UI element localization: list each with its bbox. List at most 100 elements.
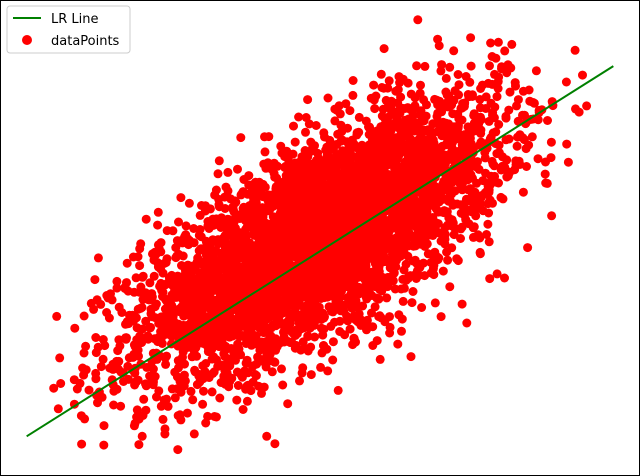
- data-point: [408, 161, 418, 170]
- data-point: [189, 429, 199, 439]
- data-point: [402, 241, 412, 251]
- data-point: [464, 165, 474, 175]
- data-point: [485, 61, 494, 71]
- data-point: [354, 112, 364, 122]
- data-point: [323, 366, 333, 376]
- data-point: [360, 158, 369, 168]
- data-point: [481, 92, 491, 102]
- data-point: [414, 137, 424, 147]
- data-point: [263, 343, 273, 353]
- data-point: [326, 176, 336, 186]
- data-point: [260, 147, 270, 157]
- data-point: [295, 376, 304, 386]
- data-point: [326, 321, 336, 331]
- data-point: [454, 174, 464, 184]
- data-point: [262, 227, 271, 237]
- data-point: [316, 362, 326, 372]
- data-point: [246, 336, 256, 346]
- data-point: [493, 37, 503, 47]
- data-point: [324, 153, 334, 163]
- data-point: [132, 412, 142, 422]
- data-point: [447, 138, 457, 148]
- data-point: [167, 280, 177, 290]
- data-point: [179, 302, 189, 312]
- data-point: [277, 364, 286, 374]
- data-point: [133, 375, 143, 385]
- data-point: [303, 95, 313, 105]
- data-point: [497, 62, 507, 72]
- data-point: [415, 154, 425, 164]
- data-point: [486, 38, 496, 48]
- data-point: [410, 209, 420, 219]
- data-point: [476, 112, 485, 122]
- data-point: [271, 285, 281, 295]
- data-point: [483, 219, 493, 229]
- data-point: [423, 172, 433, 182]
- data-point: [259, 382, 269, 392]
- data-point: [189, 301, 198, 311]
- data-point: [385, 328, 395, 338]
- data-point: [246, 188, 256, 197]
- data-point: [291, 273, 301, 283]
- data-point: [297, 263, 307, 273]
- data-point: [167, 270, 177, 280]
- data-point: [347, 300, 357, 310]
- data-point: [427, 221, 437, 231]
- data-point: [328, 355, 338, 365]
- data-point: [523, 243, 533, 253]
- data-point: [533, 154, 543, 164]
- data-point: [198, 399, 208, 409]
- data-point: [475, 103, 485, 113]
- data-point: [141, 405, 151, 415]
- data-point: [391, 249, 401, 259]
- data-point: [419, 258, 428, 268]
- data-point: [202, 264, 212, 274]
- data-point: [377, 111, 387, 121]
- data-point: [124, 374, 133, 384]
- data-point: [356, 234, 366, 244]
- data-point: [452, 125, 462, 135]
- data-point: [167, 331, 177, 340]
- data-point: [582, 101, 592, 111]
- data-point: [287, 285, 297, 295]
- data-point: [436, 66, 446, 76]
- data-point: [220, 332, 230, 341]
- data-point: [242, 396, 252, 406]
- data-point: [443, 255, 453, 265]
- data-point: [253, 352, 263, 362]
- data-point: [241, 257, 251, 267]
- data-point: [319, 341, 328, 351]
- data-point: [366, 249, 376, 259]
- data-point: [286, 190, 296, 200]
- data-point: [272, 250, 282, 260]
- data-point: [228, 322, 238, 331]
- data-point: [438, 127, 448, 137]
- data-point: [241, 384, 251, 394]
- data-point: [249, 230, 259, 240]
- data-point: [492, 269, 502, 279]
- data-point: [494, 148, 504, 157]
- data-point: [413, 218, 423, 228]
- data-point: [415, 110, 425, 120]
- data-point: [430, 298, 440, 308]
- data-point: [162, 394, 171, 404]
- data-point: [494, 120, 504, 129]
- data-point: [276, 141, 286, 151]
- data-point: [146, 309, 156, 319]
- data-point: [250, 261, 260, 271]
- data-point: [492, 92, 502, 102]
- data-point: [98, 335, 108, 344]
- data-point: [420, 241, 430, 251]
- data-point: [476, 84, 486, 93]
- data-point: [210, 412, 219, 421]
- data-point: [287, 198, 297, 208]
- data-point: [329, 160, 339, 170]
- data-point: [391, 171, 401, 181]
- data-point: [363, 205, 372, 215]
- data-point: [226, 344, 236, 353]
- data-point: [55, 353, 65, 363]
- data-point: [390, 222, 400, 232]
- data-point: [366, 278, 376, 288]
- data-point: [348, 283, 358, 293]
- data-point: [502, 68, 512, 78]
